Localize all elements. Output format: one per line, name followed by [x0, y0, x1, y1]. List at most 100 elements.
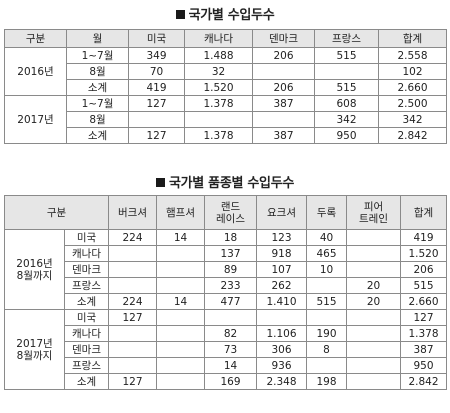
- table-cell: 소계: [66, 79, 129, 96]
- table-cell: 8월: [66, 111, 129, 128]
- table-cell: [346, 261, 402, 278]
- table-cell: [156, 357, 206, 374]
- table-cell: 1.378: [400, 325, 448, 342]
- table-cell: 8: [306, 341, 348, 358]
- table-cell: [156, 261, 206, 278]
- table-cell: [156, 341, 206, 358]
- subtotal-row: 소계 127 1.378 387 950 2.842: [5, 127, 447, 144]
- table-cell: [156, 245, 206, 262]
- table-cell: 127: [108, 309, 158, 326]
- table-cell: 169: [204, 373, 258, 390]
- table-cell: [346, 341, 402, 358]
- table-cell: [156, 325, 206, 342]
- header-cell: 합계: [378, 29, 447, 48]
- table-cell: 936: [256, 357, 308, 374]
- table-cell: 515: [314, 79, 379, 96]
- country-cell: 소계: [63, 293, 110, 310]
- header-cell: 요크셔: [256, 195, 308, 230]
- table-cell: [108, 357, 158, 374]
- table-cell: 102: [378, 63, 447, 80]
- table-cell: 1.488: [184, 47, 253, 64]
- table-cell: 198: [306, 373, 348, 390]
- table-cell: 소계: [66, 127, 129, 144]
- table-cell: [346, 325, 402, 342]
- table-cell: [314, 63, 379, 80]
- table-row: 2016년 8월까지 미국 224 14 18 123 40 419: [4, 229, 448, 310]
- header-cell: 구분: [3, 195, 110, 230]
- table-cell: [346, 309, 402, 326]
- period-cell: 2016년 8월까지: [4, 229, 65, 310]
- table-cell: 14: [204, 357, 258, 374]
- table-cell: 2.842: [378, 127, 447, 144]
- table-cell: 2.842: [400, 373, 448, 390]
- table-row: 2017년 8월까지 미국 127 127: [4, 309, 448, 390]
- country-cell: 캐나다: [63, 325, 110, 342]
- subtotal-row: 소계 419 1.520 206 515 2.660: [5, 79, 447, 96]
- table-cell: 73: [204, 341, 258, 358]
- table-cell: 224: [108, 229, 158, 246]
- table-cell: 14: [156, 229, 206, 246]
- table-cell: [346, 357, 402, 374]
- header-cell: 피어 트레인: [346, 195, 402, 230]
- table-row: 캐나다 82 1.106 190 1.378: [5, 325, 448, 342]
- table-cell: [346, 229, 402, 246]
- header-row: 구분 월 미국 캐나다 덴마크 프랑스 합계: [4, 29, 447, 48]
- table-cell: 465: [306, 245, 348, 262]
- country-cell: 캐나다: [63, 245, 110, 262]
- table-row: 덴마크 89 107 10 206: [5, 261, 448, 278]
- table-cell: [252, 111, 315, 128]
- table-cell: 419: [128, 79, 185, 96]
- table-cell: 419: [400, 229, 448, 246]
- table-cell: 608: [314, 95, 379, 112]
- table-row: 캐나다 137 918 465 1.520: [5, 245, 448, 262]
- table-cell: 1.410: [256, 293, 308, 310]
- table-cell: 262: [256, 277, 308, 294]
- table-cell: [252, 63, 315, 80]
- country-cell: 프랑스: [63, 357, 110, 374]
- table-cell: 2.500: [378, 95, 447, 112]
- header-cell: 합계: [400, 195, 448, 230]
- country-cell: 덴마크: [63, 261, 110, 278]
- table-cell: [156, 277, 206, 294]
- table-cell: 1.378: [184, 127, 253, 144]
- table-cell: 342: [314, 111, 379, 128]
- table-cell: 32: [184, 63, 253, 80]
- table2-title: 국가별 품종별 수입두수: [0, 172, 450, 191]
- import-by-country-table: 구분 월 미국 캐나다 덴마크 프랑스 합계 2016년 1~7월 349 1.…: [4, 29, 447, 144]
- table-cell: 14: [156, 293, 206, 310]
- table-cell: [128, 111, 185, 128]
- import-by-country-breed-table: 구분 버크셔 햄프셔 랜드 레이스 요크셔 두록 피어 트레인 합계 2016년…: [3, 195, 448, 390]
- table-cell: [306, 357, 348, 374]
- table-cell: 918: [256, 245, 308, 262]
- country-cell: 덴마크: [63, 341, 110, 358]
- year-cell: 2017년: [4, 95, 67, 144]
- table-cell: 40: [306, 229, 348, 246]
- year-cell: 2016년: [4, 47, 67, 96]
- table-cell: 206: [252, 47, 315, 64]
- table-cell: 190: [306, 325, 348, 342]
- header-cell: 미국: [128, 29, 185, 48]
- table-cell: 10: [306, 261, 348, 278]
- country-cell: 소계: [63, 373, 110, 390]
- subtotal-row: 소계 127 169 2.348 198 2.842: [5, 373, 448, 390]
- country-cell: 미국: [63, 309, 110, 326]
- subtotal-row: 소계 224 14 477 1.410 515 20 2.660: [5, 293, 448, 310]
- table-cell: 387: [252, 95, 315, 112]
- table-cell: 306: [256, 341, 308, 358]
- table-cell: 127: [128, 127, 185, 144]
- table-cell: [346, 373, 402, 390]
- header-cell: 두록: [306, 195, 348, 230]
- table-cell: 387: [252, 127, 315, 144]
- table-cell: 387: [400, 341, 448, 358]
- table-cell: 206: [252, 79, 315, 96]
- table-cell: 127: [128, 95, 185, 112]
- country-cell: 미국: [63, 229, 110, 246]
- table-cell: 2.660: [400, 293, 448, 310]
- country-cell: 프랑스: [63, 277, 110, 294]
- table-cell: [156, 373, 206, 390]
- table-cell: 515: [306, 293, 348, 310]
- square-bullet-icon: [175, 10, 185, 19]
- table-cell: 515: [400, 277, 448, 294]
- table-row: 8월 70 32 102: [5, 63, 447, 80]
